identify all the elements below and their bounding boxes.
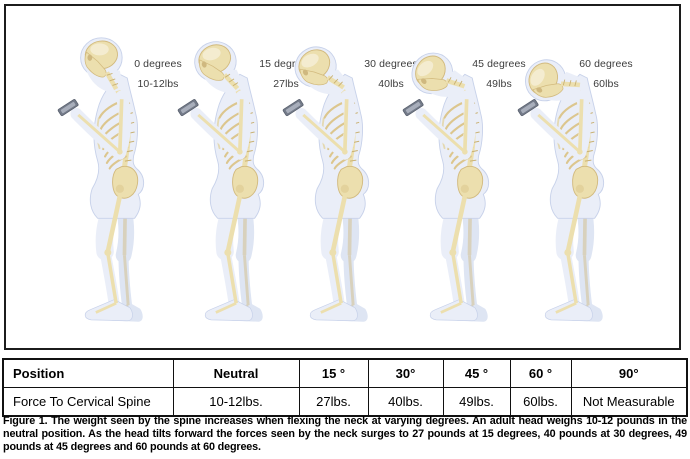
table-cell: Neutral xyxy=(172,358,300,388)
degrees-label: 60 degrees xyxy=(579,58,633,70)
arm xyxy=(530,90,591,160)
force-table: Position Neutral 15 ° 30° 45 ° 60 ° 90° Force T… xyxy=(2,358,688,417)
table-cell: 30° xyxy=(367,358,444,388)
illustration-panel: 0 degrees 10-12lbs xyxy=(4,4,681,350)
table-cell: Position xyxy=(2,358,174,388)
skull-icon xyxy=(84,40,118,78)
skeleton-figure-60deg: 60 degrees 60lbs xyxy=(506,30,690,342)
phone-icon xyxy=(57,99,79,117)
table-cell: 45 ° xyxy=(442,358,511,388)
force-label: 10-12lbs xyxy=(137,78,179,90)
skull-icon xyxy=(298,49,331,86)
degrees-label: 30 degrees xyxy=(364,58,418,70)
skeleton-figure-svg xyxy=(517,59,605,322)
arm xyxy=(190,90,251,160)
skull-icon xyxy=(198,44,232,81)
arm xyxy=(295,90,356,160)
table-cell: 90° xyxy=(570,358,688,388)
pelvis xyxy=(232,165,259,199)
table-cell: Force To Cervical Spine xyxy=(2,387,174,417)
head-group xyxy=(525,59,584,102)
head-group xyxy=(294,46,351,95)
degrees-label: 45 degrees xyxy=(472,58,526,70)
leg-bones xyxy=(215,195,243,314)
phone-icon xyxy=(517,99,539,117)
skeleton-figure-svg xyxy=(282,46,370,322)
skeleton-figure-svg xyxy=(57,37,145,322)
pelvis xyxy=(572,165,599,199)
skeleton-figure-svg xyxy=(402,52,490,322)
skeleton-figure-30deg: 30 degrees 40lbs xyxy=(271,30,496,342)
degrees-label: 0 degrees xyxy=(134,58,182,70)
table-cell: 60lbs. xyxy=(509,387,572,417)
skeleton-figure-0deg: 0 degrees 10-12lbs xyxy=(46,30,271,342)
leg-bones xyxy=(555,195,583,314)
table-cell: 27lbs. xyxy=(298,387,369,417)
pelvis xyxy=(337,165,364,199)
table-cell: 15 ° xyxy=(298,358,369,388)
skull-icon xyxy=(528,62,564,98)
head-group xyxy=(411,52,470,97)
head-group xyxy=(194,41,245,94)
table-cell: Not Measurable xyxy=(570,387,688,417)
force-label: 40lbs xyxy=(378,78,404,90)
table-cell: 60 ° xyxy=(509,358,572,388)
table-row-value_row: Force To Cervical Spine 10-12lbs. 27lbs. 40… xyxy=(2,387,688,417)
head-group xyxy=(80,37,124,93)
figure-caption: Figure 1. The weight seen by the spine i… xyxy=(3,415,687,453)
skeleton-figure-45deg: 45 degrees 49lbs xyxy=(391,30,616,342)
table-row-header_row: Position Neutral 15 ° 30° 45 ° 60 ° 90° xyxy=(2,358,688,388)
skeleton-figure-15deg: 15 degrees 27lbs xyxy=(166,30,391,342)
skull-icon xyxy=(415,55,448,91)
table-cell: 49lbs. xyxy=(442,387,511,417)
pelvis xyxy=(457,165,484,199)
table-cell: 10-12lbs. xyxy=(172,387,300,417)
leg-bones xyxy=(440,195,468,314)
phone-icon xyxy=(282,99,304,117)
skeleton-figure-svg xyxy=(177,41,265,322)
arm xyxy=(415,90,476,160)
leg-bones xyxy=(95,195,123,314)
leg-bones xyxy=(320,195,348,314)
force-label: 60lbs xyxy=(593,78,619,90)
phone-icon xyxy=(177,99,199,117)
force-label: 49lbs xyxy=(486,78,512,90)
force-label: 27lbs xyxy=(273,78,299,90)
phone-icon xyxy=(402,99,424,117)
arm xyxy=(70,90,131,160)
table-cell: 40lbs. xyxy=(367,387,444,417)
front-leg xyxy=(204,198,253,322)
pelvis xyxy=(112,165,139,199)
